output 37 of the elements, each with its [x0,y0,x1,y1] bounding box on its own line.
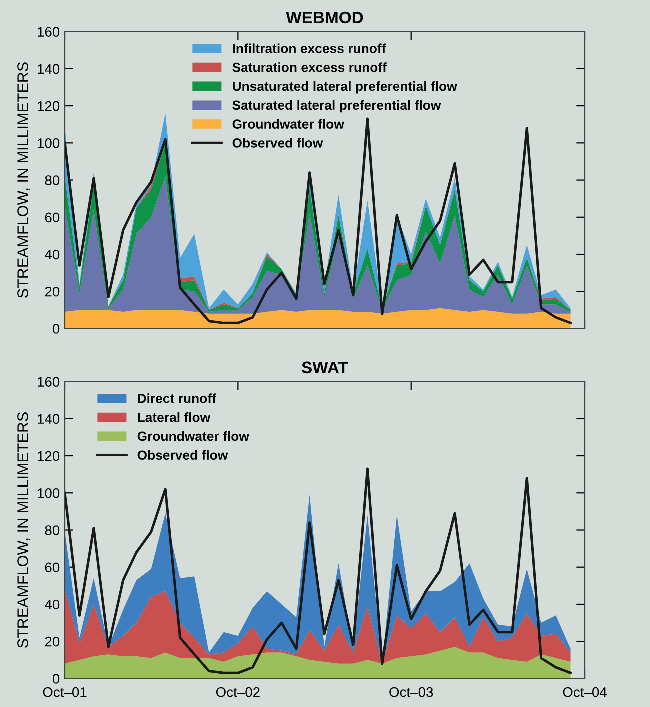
x-tick-label: Oct–02 [216,687,260,698]
chart-title: WEBMOD [286,12,364,24]
y-tick-label: 0 [52,324,60,334]
y-tick-label: 20 [45,636,60,647]
y-axis-title: STREAMFLOW, IN MILLIMETERS [18,412,30,648]
y-tick-label: 0 [52,674,60,684]
y-tick-label: 60 [45,212,60,223]
y-tick-label: 100 [38,488,60,498]
legend-label: Saturated lateral preferential flow [232,100,442,113]
legend-label: Direct runoff [138,394,216,404]
x-tick-label: Oct–04 [563,687,607,698]
legend-label: Lateral flow [138,412,211,422]
line-series [65,468,572,674]
chart-title: SWAT [302,362,348,374]
y-tick-label: 120 [38,451,60,462]
legend-label: Groundwater flow [232,119,344,129]
y-tick-label: 160 [38,377,60,387]
y-tick-label: 80 [45,176,60,186]
y-tick-label: 140 [38,64,60,74]
y-tick-label: 40 [45,600,60,610]
legend-label: Groundwater flow [138,431,250,442]
y-axis-title: STREAMFLOW, IN MILLIMETERS [18,62,30,298]
legend-label: Observed flow [232,138,324,148]
x-tick-label: Oct–03 [390,687,434,698]
legend-label: Observed flow [138,450,228,460]
legend-label: Saturation excess runoff [232,62,387,72]
x-tick-label: Oct–01 [43,687,87,698]
legend-label: Unsaturated lateral preferential flow [233,81,458,94]
y-tick-label: 140 [38,414,60,424]
y-tick-label: 40 [45,250,60,260]
legend-label: Infiltration excess runoff [233,44,386,54]
y-tick-label: 120 [38,101,60,112]
y-tick-label: 100 [38,138,60,148]
y-tick-label: 20 [45,286,60,297]
y-tick-label: 160 [38,27,60,37]
y-tick-label: 60 [45,562,60,573]
y-tick-label: 80 [45,526,60,536]
